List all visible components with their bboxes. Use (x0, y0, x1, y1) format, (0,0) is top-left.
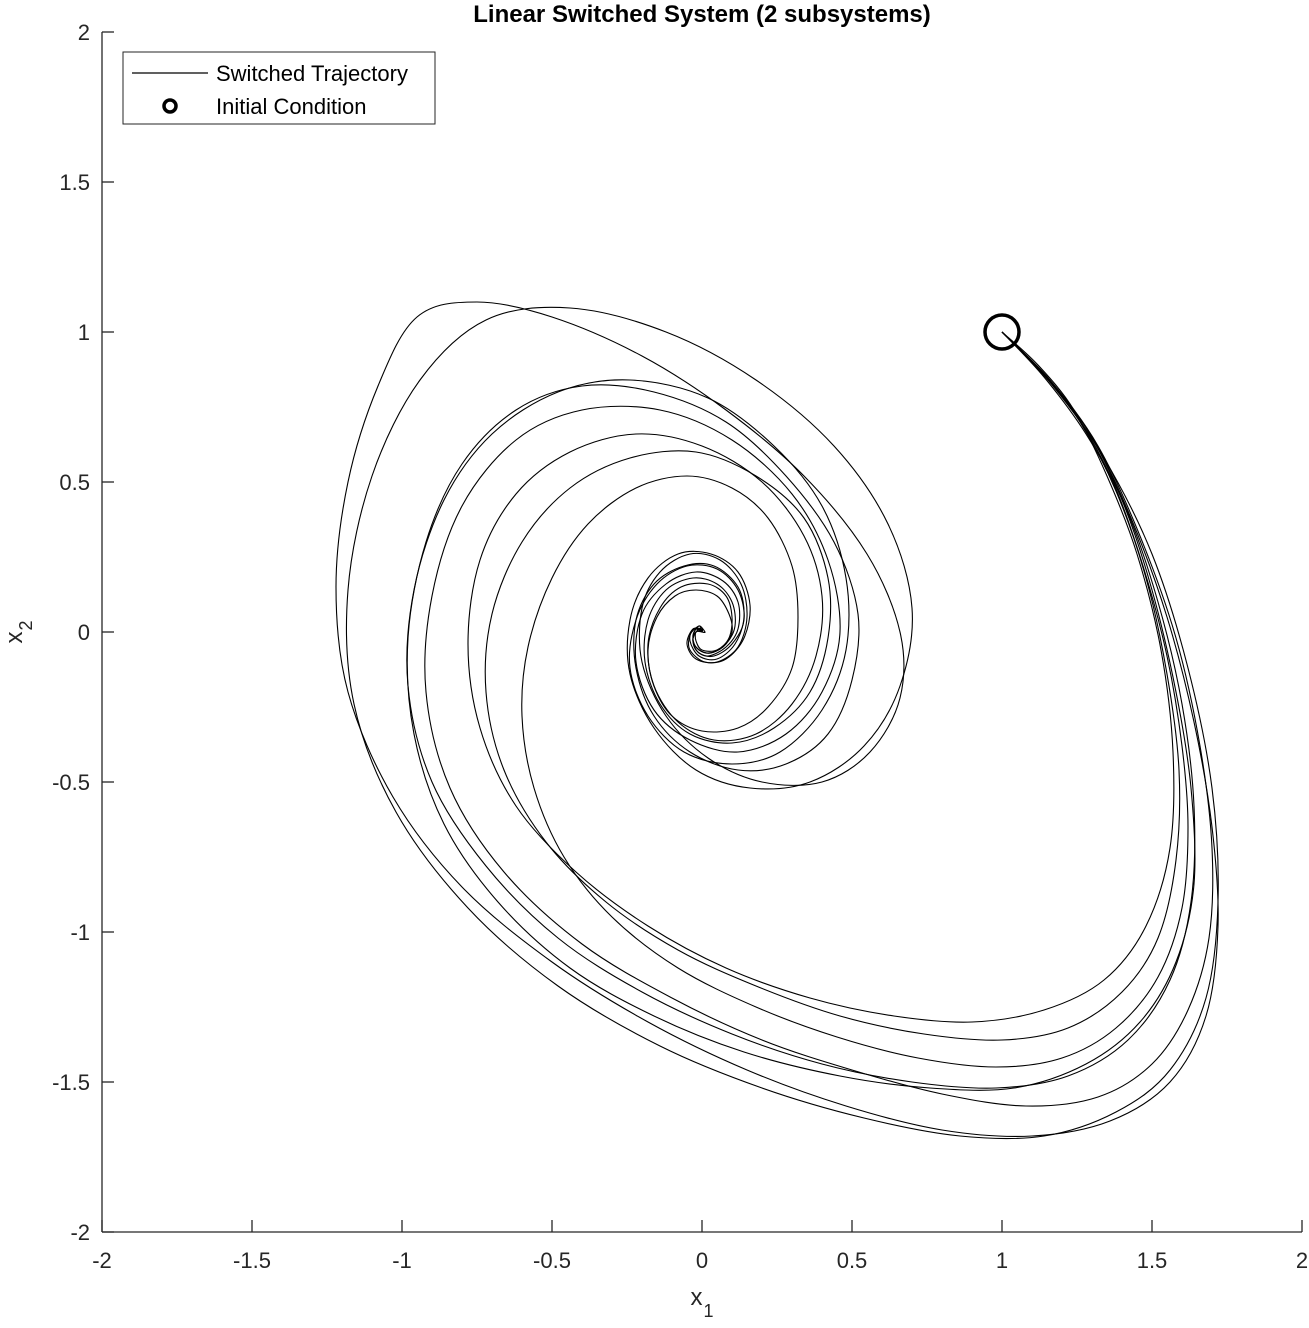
y-tick-label: -0.5 (52, 770, 90, 795)
x-axis-label-main: x (690, 1284, 702, 1311)
marker-layer (983, 313, 1021, 351)
y-axis-label: x2 (1, 620, 36, 643)
trajectory-line-0 (521, 331, 1189, 1068)
legend-label-initial-condition: Initial Condition (216, 94, 366, 119)
y-tick-label: 0 (78, 620, 90, 645)
trajectory-line-1 (335, 301, 1219, 1137)
x-tick-label: 1 (996, 1248, 1008, 1273)
x-tick-label: -1 (392, 1248, 412, 1273)
initial-condition-marker (983, 313, 1021, 351)
y-tick-label: -2 (70, 1220, 90, 1245)
x-tick-label: -0.5 (533, 1248, 571, 1273)
y-tick-label: -1.5 (52, 1070, 90, 1095)
trajectory-line-2 (406, 331, 1196, 1091)
trajectory-line-6 (345, 306, 1219, 1140)
y-tick-label: 0.5 (59, 470, 90, 495)
trajectory-line-3 (484, 331, 1181, 1041)
chart-title: Linear Switched System (2 subsystems) (473, 1, 931, 28)
y-ticks: -2 -1.5 -1 -0.5 0 0.5 1 1.5 2 (52, 20, 114, 1245)
x-tick-label: 0.5 (837, 1248, 868, 1273)
x-ticks: -2 -1.5 -1 -0.5 0 0.5 1 1.5 2 (92, 1220, 1308, 1273)
x-tick-label: 1.5 (1137, 1248, 1168, 1273)
y-tick-label: 1.5 (59, 170, 90, 195)
legend-circle-symbol (162, 98, 178, 114)
y-axis-label-subscript: 2 (16, 620, 36, 630)
x-axis-label-subscript: 1 (703, 1301, 713, 1321)
y-tick-label: 2 (78, 20, 90, 45)
x-tick-label: 2 (1296, 1248, 1308, 1273)
trajectory-line-7 (406, 331, 1196, 1089)
y-tick-label: 1 (78, 320, 90, 345)
y-axis-label-main: x (1, 632, 28, 644)
legend-box (122, 51, 436, 125)
legend-label-trajectory: Switched Trajectory (216, 61, 408, 86)
trajectory-line-4 (424, 331, 1214, 1107)
trajectory-line-5 (467, 331, 1175, 1023)
legend: Switched Trajectory Initial Condition (122, 51, 436, 125)
trajectory-layer (335, 301, 1219, 1140)
y-tick-label: -1 (70, 920, 90, 945)
x-tick-label: -1.5 (233, 1248, 271, 1273)
x-tick-label: 0 (696, 1248, 708, 1273)
x-tick-label: -2 (92, 1248, 112, 1273)
x-axis-label: x1 (690, 1284, 713, 1321)
